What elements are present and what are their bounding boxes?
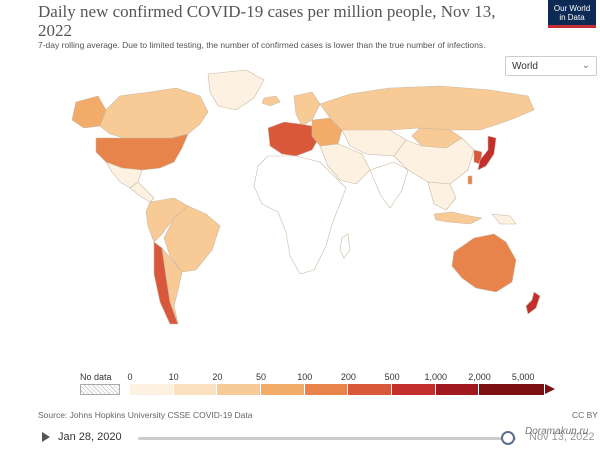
country-argentina[interactable] bbox=[161, 247, 183, 325]
country-taiwan[interactable] bbox=[467, 175, 473, 185]
region-central-america[interactable] bbox=[129, 181, 155, 203]
country-new-zealand[interactable] bbox=[525, 291, 541, 315]
timeline-end-date: Nov 13, 2022 bbox=[529, 431, 595, 443]
country-indonesia[interactable] bbox=[433, 211, 483, 225]
legend-arrow-icon bbox=[545, 384, 555, 394]
legend-bin[interactable] bbox=[217, 384, 262, 395]
legend-tick-label: 0 bbox=[127, 372, 133, 382]
country-canada[interactable] bbox=[99, 87, 209, 139]
legend-tick-label: 50 bbox=[256, 372, 267, 382]
legend-tick-label: 200 bbox=[340, 372, 356, 382]
country-madagascar[interactable] bbox=[339, 233, 351, 259]
source-text[interactable]: Source: Johns Hopkins University CSSE CO… bbox=[38, 410, 253, 420]
legend-bin[interactable] bbox=[304, 384, 349, 395]
legend-tick-label: 500 bbox=[384, 372, 400, 382]
region-africa[interactable] bbox=[253, 155, 347, 275]
region-select[interactable]: World ⌄ bbox=[505, 56, 597, 76]
region-middle-east[interactable] bbox=[319, 143, 371, 185]
legend-no-data-label: No data bbox=[80, 372, 112, 382]
watermark: Doramakun.ru bbox=[525, 426, 589, 437]
legend-bin[interactable] bbox=[261, 384, 305, 395]
country-brazil[interactable] bbox=[163, 205, 221, 273]
country-papua-new-guinea[interactable] bbox=[491, 213, 517, 225]
legend-bin[interactable] bbox=[173, 384, 218, 395]
legend-tick-label: 10 bbox=[168, 372, 179, 382]
timeline-start-date: Jan 28, 2020 bbox=[58, 431, 122, 443]
play-icon[interactable] bbox=[42, 432, 50, 442]
legend-no-data-swatch bbox=[80, 384, 120, 395]
country-usa[interactable] bbox=[95, 133, 189, 171]
region-western-europe[interactable] bbox=[267, 121, 321, 157]
logo-line-2: in Data bbox=[559, 13, 585, 22]
region-southeast-asia[interactable] bbox=[427, 181, 457, 211]
country-india[interactable] bbox=[369, 161, 409, 209]
timeline-track[interactable] bbox=[138, 437, 516, 440]
legend-bin[interactable] bbox=[348, 384, 393, 395]
chevron-down-icon: ⌄ bbox=[581, 60, 590, 71]
region-south-america[interactable] bbox=[145, 197, 189, 243]
license-link[interactable]: CC BY bbox=[572, 410, 598, 420]
country-iceland[interactable] bbox=[261, 95, 281, 107]
country-australia[interactable] bbox=[451, 233, 517, 293]
legend-bin[interactable] bbox=[479, 384, 545, 395]
legend-bin[interactable] bbox=[130, 384, 174, 395]
country-japan[interactable] bbox=[477, 135, 497, 171]
logo-line-1: Our World bbox=[553, 4, 591, 13]
legend-tick-label: 100 bbox=[297, 372, 313, 382]
region-select-value: World bbox=[512, 61, 538, 72]
owid-logo[interactable]: Our World in Data bbox=[548, 0, 596, 28]
legend-bin[interactable] bbox=[392, 384, 436, 395]
timeline-handle[interactable] bbox=[501, 431, 516, 445]
page-subtitle: 7-day rolling average. Due to limited te… bbox=[38, 40, 486, 50]
legend-tick-label: 2,000 bbox=[468, 372, 491, 382]
legend-tick-label: 5,000 bbox=[511, 372, 535, 382]
country-greenland[interactable] bbox=[207, 69, 265, 111]
country-russia[interactable] bbox=[319, 85, 535, 133]
legend-tick-label: 20 bbox=[212, 372, 223, 382]
legend-tick-label: 1,000 bbox=[424, 372, 448, 382]
world-map[interactable] bbox=[50, 66, 550, 336]
page-title: Daily new confirmed COVID-19 cases per m… bbox=[38, 2, 496, 40]
legend-bin[interactable] bbox=[435, 384, 480, 395]
